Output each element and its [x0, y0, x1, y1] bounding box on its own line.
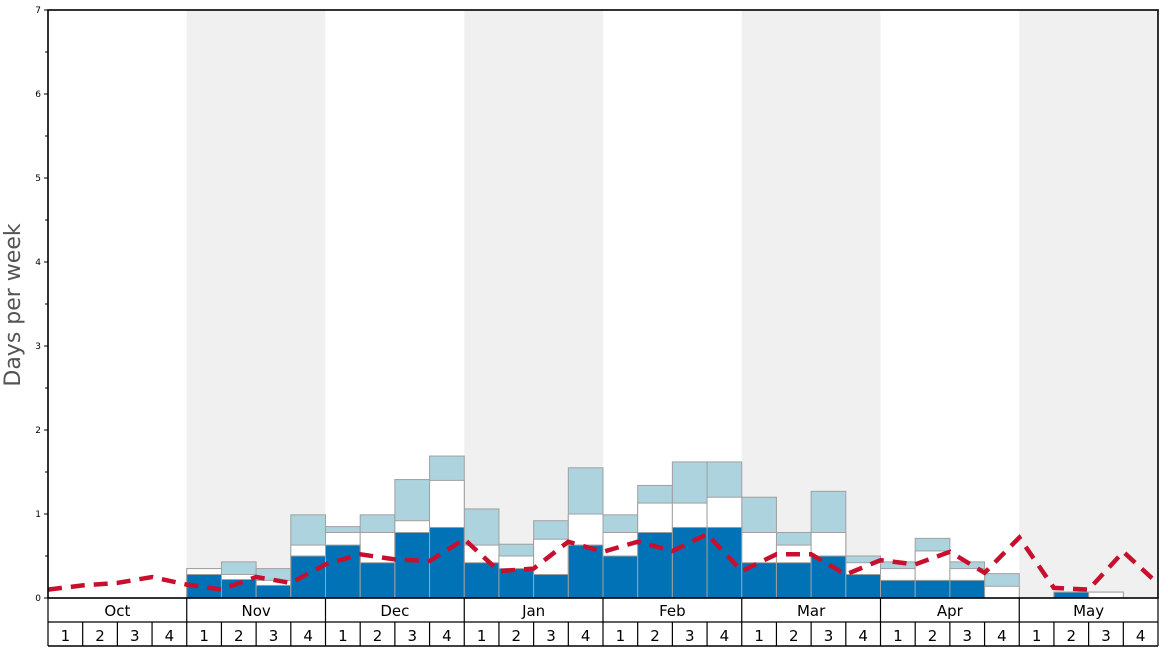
bar	[325, 544, 361, 599]
y-tick-label: 2	[35, 426, 41, 436]
bar	[359, 562, 396, 599]
week-label: 3	[824, 627, 834, 645]
week-label: 1	[477, 627, 487, 645]
week-label: 3	[407, 627, 417, 645]
y-tick-label: 1	[35, 510, 41, 520]
week-label: 3	[1101, 627, 1111, 645]
bar	[429, 526, 465, 599]
month-shading	[186, 10, 1158, 598]
y-axis-label: Days per week	[1, 223, 26, 386]
week-label: 2	[512, 627, 522, 645]
month-label: Apr	[937, 602, 964, 620]
bar	[498, 568, 535, 599]
bar	[533, 573, 569, 599]
week-label: 4	[1136, 627, 1146, 645]
bar	[290, 555, 326, 599]
bar-series	[186, 455, 1124, 599]
y-tick-label: 5	[35, 174, 41, 184]
week-label: 2	[234, 627, 244, 645]
bar	[1053, 591, 1090, 599]
average-line-layer	[47, 531, 1160, 592]
bar	[637, 531, 673, 599]
week-label: 4	[303, 627, 313, 645]
month-label: Feb	[659, 602, 686, 620]
week-label: 2	[95, 627, 105, 645]
week-label: 1	[199, 627, 209, 645]
bar	[914, 579, 951, 599]
month-label: Mar	[797, 602, 826, 620]
week-label: 1	[338, 627, 348, 645]
y-tick-label: 4	[35, 258, 41, 268]
bar	[394, 531, 431, 599]
week-label: 2	[373, 627, 383, 645]
bar	[949, 579, 986, 599]
bar	[463, 562, 500, 599]
average-line	[47, 531, 1160, 592]
month-label: Nov	[241, 602, 270, 620]
month-label: Oct	[104, 602, 130, 620]
bar	[984, 585, 1020, 599]
bar	[567, 544, 604, 599]
week-label: 4	[858, 627, 868, 645]
week-label: 1	[1032, 627, 1042, 645]
month-label: Jan	[521, 602, 545, 620]
week-label: 1	[616, 627, 626, 645]
week-label: 4	[442, 627, 452, 645]
week-label: 3	[546, 627, 556, 645]
week-label: 2	[650, 627, 660, 645]
month-shade	[1019, 10, 1158, 598]
week-label: 3	[130, 627, 140, 645]
bar	[880, 579, 916, 599]
week-label: 2	[928, 627, 938, 645]
week-label: 4	[581, 627, 591, 645]
y-tick-label: 0	[35, 594, 41, 604]
y-axis: 0 1 2 3 4 5 6 7	[35, 6, 48, 604]
week-label: 2	[789, 627, 799, 645]
bar	[810, 555, 847, 599]
week-label: 1	[61, 627, 71, 645]
bar	[602, 555, 639, 599]
week-label: 4	[165, 627, 175, 645]
month-label: May	[1073, 602, 1104, 620]
bar	[255, 584, 292, 599]
bar	[1088, 591, 1124, 599]
week-label: 2	[1067, 627, 1077, 645]
week-label: 3	[269, 627, 279, 645]
week-label: 1	[893, 627, 903, 645]
week-label: 3	[685, 627, 695, 645]
week-label: 4	[720, 627, 730, 645]
week-label: 3	[962, 627, 972, 645]
bar	[845, 573, 881, 599]
month-label: Dec	[380, 602, 409, 620]
week-label: 4	[997, 627, 1007, 645]
week-label: 1	[754, 627, 764, 645]
bar	[775, 562, 812, 599]
y-tick-label: 3	[35, 342, 41, 352]
y-tick-label: 7	[35, 6, 41, 16]
x-axis: Oct 1 2 3 4 Nov 1 2 3 4 Dec 1 2 3 4 Jan 1 2 3 4 Feb 1 2 3 4 Mar 1 2…	[47, 598, 1159, 647]
month-shade	[186, 10, 326, 598]
y-tick-label: 6	[35, 90, 41, 100]
